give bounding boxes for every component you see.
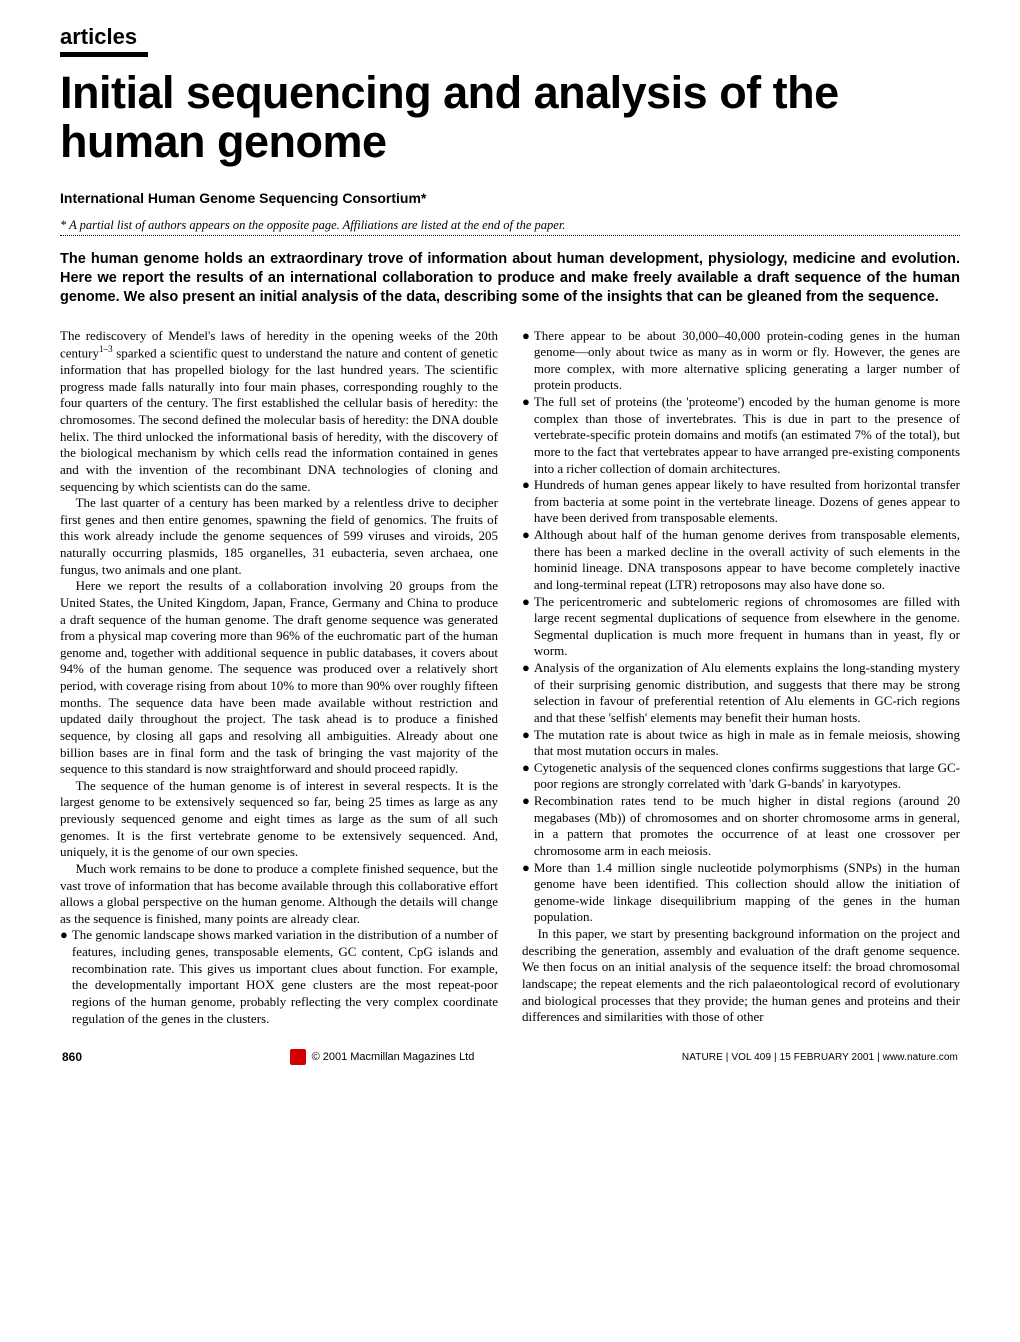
bullet-item: ●Analysis of the organization of Alu ele… bbox=[522, 660, 960, 727]
paragraph: Much work remains to be done to produce … bbox=[60, 861, 498, 928]
bullet-icon: ● bbox=[522, 477, 534, 527]
bullet-icon: ● bbox=[522, 328, 534, 395]
bullet-text: Cytogenetic analysis of the sequenced cl… bbox=[534, 760, 960, 793]
bullet-icon: ● bbox=[60, 927, 72, 1027]
text: sparked a scientific quest to understand… bbox=[60, 346, 498, 494]
bullet-item: ●Hundreds of human genes appear likely t… bbox=[522, 477, 960, 527]
bullet-text: Analysis of the organization of Alu elem… bbox=[534, 660, 960, 727]
authors: International Human Genome Sequencing Co… bbox=[60, 190, 960, 206]
body-columns: The rediscovery of Mendel's laws of here… bbox=[60, 328, 960, 1028]
bullet-text: Although about half of the human genome … bbox=[534, 527, 960, 594]
bullet-item: ●The genomic landscape shows marked vari… bbox=[60, 927, 498, 1027]
paragraph: The sequence of the human genome is of i… bbox=[60, 778, 498, 861]
bullet-icon: ● bbox=[522, 527, 534, 594]
abstract: The human genome holds an extraordinary … bbox=[60, 250, 960, 307]
publisher-logo-icon bbox=[290, 1049, 306, 1065]
bullet-text: There appear to be about 30,000–40,000 p… bbox=[534, 328, 960, 395]
bullet-icon: ● bbox=[522, 760, 534, 793]
page-footer: 860 © 2001 Macmillan Magazines Ltd NATUR… bbox=[60, 1049, 960, 1065]
dotted-rule bbox=[60, 235, 960, 236]
paragraph: The last quarter of a century has been m… bbox=[60, 495, 498, 578]
paragraph: The rediscovery of Mendel's laws of here… bbox=[60, 328, 498, 496]
page-number: 860 bbox=[62, 1050, 82, 1064]
bullet-item: ●Cytogenetic analysis of the sequenced c… bbox=[522, 760, 960, 793]
section-rule bbox=[60, 52, 148, 57]
bullet-item: ●Although about half of the human genome… bbox=[522, 527, 960, 594]
bullet-item: ●The full set of proteins (the 'proteome… bbox=[522, 394, 960, 477]
section-label: articles bbox=[60, 24, 960, 50]
paragraph: Here we report the results of a collabor… bbox=[60, 578, 498, 778]
bullet-text: The genomic landscape shows marked varia… bbox=[72, 927, 498, 1027]
citation-sup: 1–3 bbox=[99, 344, 113, 354]
copyright-text: © 2001 Macmillan Magazines Ltd bbox=[312, 1051, 475, 1063]
bullet-icon: ● bbox=[522, 727, 534, 760]
bullet-icon: ● bbox=[522, 660, 534, 727]
bullet-item: ●The pericentromeric and subtelomeric re… bbox=[522, 594, 960, 661]
footer-copyright: © 2001 Macmillan Magazines Ltd bbox=[290, 1049, 475, 1065]
bullet-icon: ● bbox=[522, 394, 534, 477]
bullet-icon: ● bbox=[522, 860, 534, 927]
bullet-text: More than 1.4 million single nucleotide … bbox=[534, 860, 960, 927]
bullet-item: ●More than 1.4 million single nucleotide… bbox=[522, 860, 960, 927]
article-title: Initial sequencing and analysis of the h… bbox=[60, 69, 960, 166]
paragraph: In this paper, we start by presenting ba… bbox=[522, 926, 960, 1026]
bullet-item: ●Recombination rates tend to be much hig… bbox=[522, 793, 960, 860]
author-note: * A partial list of authors appears on t… bbox=[60, 218, 960, 233]
bullet-item: ●The mutation rate is about twice as hig… bbox=[522, 727, 960, 760]
footer-citation: NATURE | VOL 409 | 15 FEBRUARY 2001 | ww… bbox=[682, 1052, 958, 1063]
bullet-text: The mutation rate is about twice as high… bbox=[534, 727, 960, 760]
bullet-text: Recombination rates tend to be much high… bbox=[534, 793, 960, 860]
bullet-icon: ● bbox=[522, 793, 534, 860]
bullet-icon: ● bbox=[522, 594, 534, 661]
bullet-text: The full set of proteins (the 'proteome'… bbox=[534, 394, 960, 477]
bullet-text: Hundreds of human genes appear likely to… bbox=[534, 477, 960, 527]
bullet-text: The pericentromeric and subtelomeric reg… bbox=[534, 594, 960, 661]
bullet-item: ●There appear to be about 30,000–40,000 … bbox=[522, 328, 960, 395]
